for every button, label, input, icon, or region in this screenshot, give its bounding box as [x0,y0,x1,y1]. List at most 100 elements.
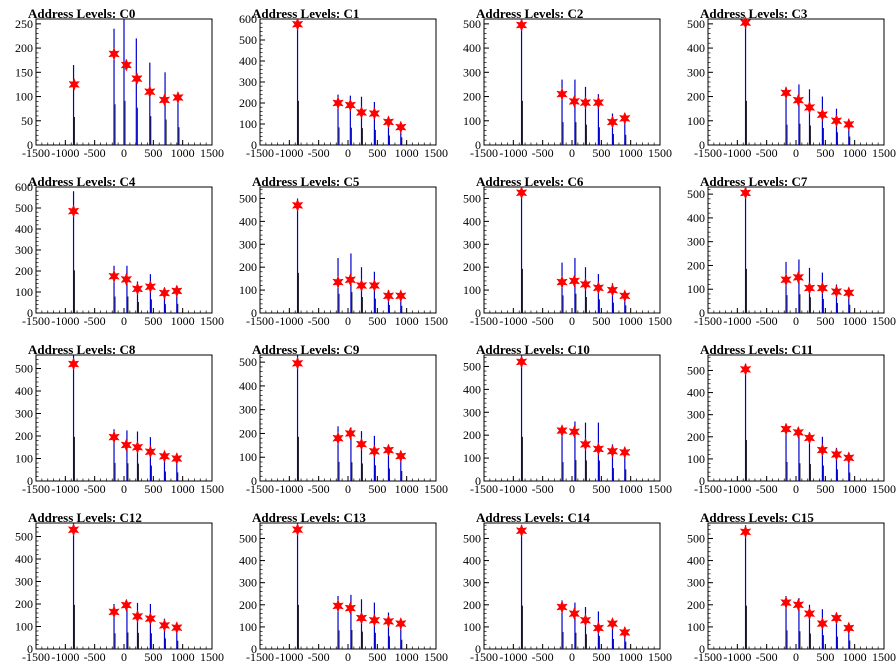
y-tick-label: 50 [21,114,33,128]
y-tick-label: 300 [687,235,705,249]
peak-marker [291,17,304,31]
x-tick-label: -1500 [470,146,498,160]
x-tick-label: -1000 [275,650,303,664]
x-tick-label: 1500 [648,482,672,496]
chart-panel: Address Levels: C5 0 100 200 300 400 500 -1500-… [224,168,448,336]
y-tick-label: 500 [239,531,257,545]
peak-marker [172,90,184,105]
peak-marker [803,100,816,115]
x-tick-label: 0 [345,650,351,664]
y-tick-label: 300 [687,408,705,422]
chart-svg: 0 100 200 300 400 500 -1500 -1000 -500 0 500 1000 15… [15,522,224,664]
y-tick-label: 100 [15,285,33,299]
peak-marker [568,274,581,288]
y-tick-label: 0 [699,138,705,152]
x-tick-label: -1000 [275,314,303,328]
y-tick-label: 200 [239,426,257,440]
x-tick-label: -500 [756,146,778,160]
x-tick-label: -1500 [22,650,50,664]
peak-marker [780,273,792,287]
peak-marker [355,278,368,293]
y-tick-label: 400 [463,554,481,568]
chart-panel: Address Levels: C10 0 100 200 300 400 500 -1500… [448,336,672,504]
x-tick-label: 0 [569,482,575,496]
x-tick-label: 500 [592,650,610,664]
x-tick-label: 500 [816,314,834,328]
y-tick-label: 400 [687,554,705,568]
peak-marker [515,524,528,538]
peak-marker [619,625,631,640]
plot-frame [259,186,437,314]
plot-frame [483,354,661,482]
peak-marker [120,58,133,72]
peak-marker [291,356,304,371]
x-tick-label: 0 [121,314,127,328]
peak-marker [332,96,344,110]
plot-frame [35,354,213,482]
chart-panel: Address Levels: C1 0 100 200 300 400 500 600 -15… [224,0,448,168]
chart-svg: 0 100 200 300 400 500 600 -1500 -1000 -500 0 500 100… [239,12,448,160]
y-tick-label: 200 [15,264,33,278]
x-tick-label: 500 [368,650,386,664]
x-tick-label: -500 [532,650,554,664]
x-tick-label: 1000 [619,146,643,160]
y-tick-label: 100 [15,620,33,634]
peak-marker [515,355,528,369]
x-tick-label: 0 [569,314,575,328]
x-tick-label: 1500 [200,146,224,160]
x-tick-label: -1500 [694,650,722,664]
y-tick-label: 300 [239,75,257,89]
x-tick-label: -1500 [246,650,274,664]
y-tick-label: 0 [475,642,481,656]
x-tick-label: -500 [532,314,554,328]
y-tick-label: 100 [463,620,481,634]
peak-marker [803,431,816,445]
chart-svg: 0 100 200 300 400 500 -1500 -1000 -500 0 500 1000 15… [463,186,672,328]
y-tick-label: 0 [27,138,33,152]
peak-marker [830,284,843,299]
y-tick-label: 200 [15,41,33,55]
peak-marker [344,601,357,615]
chart-title: Address Levels: C5 [252,174,360,189]
x-tick-label: 1500 [200,650,224,664]
peak-marker [332,599,344,613]
chart-panel: Address Levels: C15 0 100 200 300 400 500 -1500… [672,504,896,672]
peak-marker [108,47,120,61]
y-tick-label: 500 [239,191,257,205]
chart-svg: 0 100 200 300 400 500 -1500 -1000 -500 0 500 1000 15… [239,354,448,496]
plot-frame [259,522,437,650]
x-tick-label: 1000 [171,146,195,160]
plot-frame [483,186,661,314]
x-tick-label: 1000 [619,314,643,328]
peak-marker [344,426,357,441]
chart-svg: 0 100 200 300 400 500 -1500 -1000 -500 0 500 1000 15… [239,186,448,328]
peak-marker [606,115,619,129]
peak-marker [803,281,816,295]
peak-marker [579,95,592,110]
x-tick-label: 500 [144,146,162,160]
y-tick-label: 600 [15,180,33,194]
chart-svg: 0 100 200 300 400 500 -1500 -1000 -500 0 500 1000 15… [687,354,896,496]
peak-marker [568,606,581,621]
peak-marker [158,93,171,107]
peak-marker [780,422,792,436]
y-tick-label: 0 [475,138,481,152]
peak-marker [291,522,304,537]
x-tick-label: -1500 [694,314,722,328]
x-tick-label: -1500 [246,146,274,160]
x-tick-label: -1000 [51,146,79,160]
y-tick-label: 100 [239,620,257,634]
y-tick-label: 200 [463,260,481,274]
x-tick-label: 1000 [843,314,867,328]
plot-frame [707,18,885,146]
peak-marker [131,71,143,86]
x-tick-label: 1000 [843,482,867,496]
x-tick-label: 1000 [171,650,195,664]
peak-marker [131,282,144,296]
y-tick-label: 0 [699,642,705,656]
x-tick-label: 0 [345,146,351,160]
peak-marker [780,86,792,100]
y-tick-label: 100 [687,620,705,634]
peak-marker [395,449,407,463]
peak-marker [792,270,805,285]
